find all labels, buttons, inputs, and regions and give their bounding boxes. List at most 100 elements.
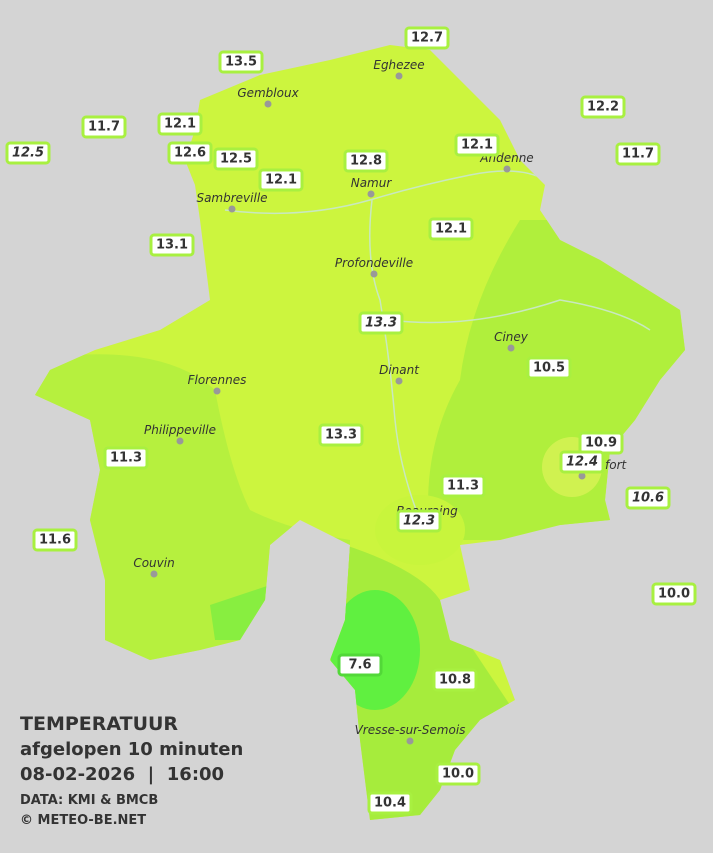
title: TEMPERATUUR [20, 713, 178, 735]
city-label: Vresse-sur-Semois [355, 723, 466, 737]
copyright: © METEO-BE.NET [20, 813, 146, 828]
station-value: 10.6 [632, 491, 664, 506]
city-label: Namur [351, 176, 393, 190]
station: 12.7 [404, 26, 450, 50]
station-value: 11.6 [39, 533, 71, 548]
station: 12.2 [580, 95, 626, 119]
station-value: 13.3 [365, 316, 397, 331]
station-value: 10.4 [374, 796, 406, 811]
station: 12.1 [428, 217, 474, 241]
station-value: 10.8 [439, 673, 471, 688]
station-box [367, 791, 413, 815]
city-dot [395, 72, 403, 80]
station-box [149, 233, 195, 257]
station: 11.7 [81, 115, 127, 139]
city-dot [370, 270, 378, 278]
city-label: Gembloux [237, 86, 299, 100]
station-box [428, 217, 474, 241]
city-label: Dinant [379, 363, 420, 377]
station-value: 12.5 [220, 152, 252, 167]
station-box [318, 423, 364, 447]
station-value: 10.9 [585, 436, 617, 451]
station-box [157, 112, 203, 136]
station-value: 10.0 [658, 587, 690, 602]
station-box [454, 133, 500, 157]
station: 13.5 [218, 50, 264, 74]
station: 11.3 [103, 446, 149, 470]
city-dot [176, 437, 184, 445]
station-value: 12.6 [174, 146, 206, 161]
station: 11.6 [32, 528, 78, 552]
station-box [435, 762, 481, 786]
station-value: 12.7 [411, 31, 443, 46]
station: 12.5 [5, 141, 51, 165]
station: 12.6 [167, 141, 213, 165]
station-value: 12.1 [461, 138, 493, 153]
station-value: 12.2 [587, 100, 619, 115]
station-value: 13.1 [156, 238, 188, 253]
station: 12.4 [559, 450, 605, 474]
station-value: 13.3 [325, 428, 357, 443]
city-dot [395, 377, 403, 385]
city-dot [228, 205, 236, 213]
station-box [559, 450, 605, 474]
city-label: Eghezee [373, 58, 424, 72]
city-label: Ciney [494, 330, 529, 344]
station-box [615, 142, 661, 166]
station-box [343, 149, 389, 173]
station: 13.3 [318, 423, 364, 447]
station-value: 12.4 [566, 455, 598, 470]
station-box [218, 50, 264, 74]
station: 10.8 [432, 668, 478, 692]
station-box [404, 26, 450, 50]
station: 10.0 [651, 582, 697, 606]
station-box [32, 528, 78, 552]
station-value: 11.3 [110, 451, 142, 466]
city-dot [264, 100, 272, 108]
zone-cold [330, 590, 420, 710]
station-box [526, 356, 572, 380]
city-dot [578, 472, 586, 480]
datetime: 08-02-2026 | 16:00 [20, 764, 224, 785]
station-box [5, 141, 51, 165]
station: 10.6 [625, 486, 671, 510]
station: 10.4 [367, 791, 413, 815]
station-value: 11.3 [447, 479, 479, 494]
station-box [103, 446, 149, 470]
station-value: 13.5 [225, 55, 257, 70]
city-label: Florennes [188, 373, 247, 387]
station: 10.5 [526, 356, 572, 380]
station-box [213, 147, 259, 171]
city-dot [406, 737, 414, 745]
station-value: 11.7 [88, 120, 120, 135]
station-layer: 12.7 13.5 12.2 11.7 12.1 12.5 12.6 12.5 12.1 11.7… [5, 26, 697, 815]
station-value: 10.0 [442, 767, 474, 782]
station-value: 12.1 [265, 173, 297, 188]
station: 12.5 [213, 147, 259, 171]
city-dot [507, 344, 515, 352]
station-box [432, 668, 478, 692]
city-dot [213, 387, 221, 395]
station: 12.3 [396, 509, 442, 533]
station-value: 10.5 [533, 361, 565, 376]
city-label: Profondeville [335, 256, 413, 270]
station-box [358, 311, 404, 335]
station-box [258, 168, 304, 192]
station: 10.9 [578, 431, 624, 455]
station: 12.1 [157, 112, 203, 136]
station-value: 12.8 [350, 154, 382, 169]
station-value: 12.1 [164, 117, 196, 132]
station-box [651, 582, 697, 606]
station-value: 11.7 [622, 147, 654, 162]
station-box [337, 653, 383, 677]
subtitle: afgelopen 10 minuten [20, 739, 243, 760]
station-box [81, 115, 127, 139]
source: DATA: KMI & BMCB [20, 793, 158, 808]
city-dot [503, 165, 511, 173]
station-value: 7.6 [348, 658, 371, 673]
station: 7.6 [337, 653, 383, 677]
station: 12.1 [258, 168, 304, 192]
station: 12.1 [454, 133, 500, 157]
station: 13.3 [358, 311, 404, 335]
